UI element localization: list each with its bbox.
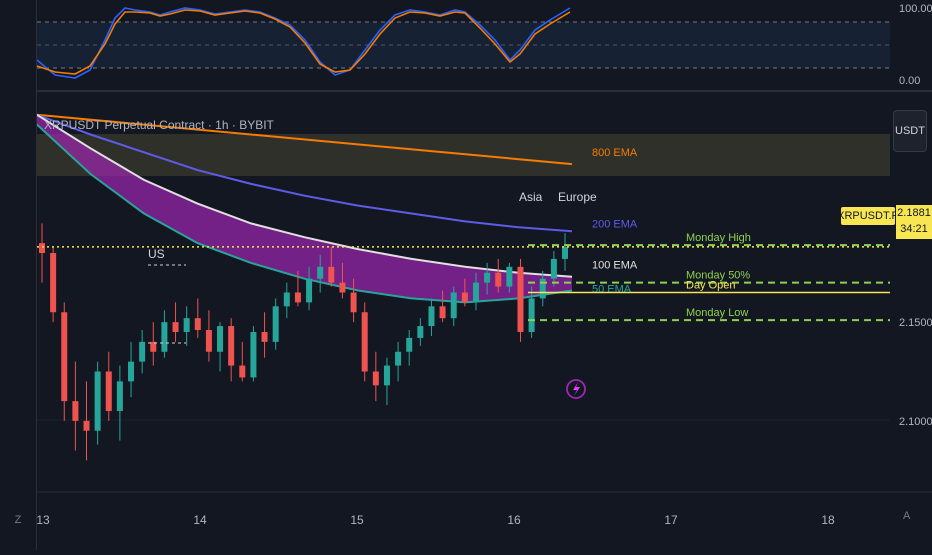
candle: [306, 266, 313, 311]
candle: [50, 247, 57, 323]
level-label: Monday 50%: [686, 270, 750, 282]
time-tick: 17: [664, 513, 678, 527]
osc-tick-100: 100.00: [899, 3, 932, 15]
zoom-button[interactable]: Z: [14, 514, 22, 526]
candle: [562, 233, 568, 271]
session-label: US: [148, 247, 165, 261]
ema-200-line: [36, 113, 573, 233]
session-label: Asia: [519, 190, 543, 204]
candle: [439, 290, 446, 323]
candle: [317, 254, 324, 293]
candle: [94, 361, 101, 445]
candle: [550, 251, 557, 287]
level-label: Day Open: [686, 280, 736, 292]
ema-lines: 800 EMA 200 EMA 100 EMA 50 EMA: [36, 113, 638, 304]
candle: [272, 298, 279, 350]
time-tick: 13: [36, 513, 50, 527]
price-tick: 2.1000: [899, 416, 932, 428]
ema-label: 800 EMA: [592, 147, 638, 159]
candle-series: [39, 223, 568, 461]
time-tick: 18: [821, 513, 835, 527]
candle: [105, 351, 112, 421]
level-label: Monday Low: [686, 307, 748, 319]
candle: [39, 223, 45, 283]
candle: [250, 326, 257, 382]
candle: [61, 302, 68, 421]
candle: [116, 365, 123, 441]
osc-tick-0: 0.00: [899, 75, 920, 87]
candle: [495, 258, 502, 293]
time-tick: 15: [350, 513, 364, 527]
last-price-label: 2.1881 34:21: [896, 205, 932, 239]
candle: [506, 262, 513, 293]
candle: [517, 258, 524, 342]
candle: [239, 341, 246, 382]
candle: [528, 286, 535, 338]
bar-countdown: 34:21: [900, 223, 928, 235]
ema-label: 200 EMA: [592, 218, 638, 230]
oscillator-pane: 100.00 0.00: [36, 0, 932, 87]
candle: [361, 302, 368, 382]
candle: [383, 357, 390, 406]
ema-label: 50 EMA: [592, 284, 632, 296]
candle: [472, 272, 479, 311]
candle: [72, 361, 79, 451]
session-marks: US Asia Europe: [148, 190, 597, 344]
symbol-price-tag: XRPUSDT.P: [837, 207, 899, 225]
candle: [217, 322, 224, 372]
left-toolbar: Z: [0, 0, 37, 550]
candle: [372, 351, 379, 402]
time-tick: 16: [507, 513, 521, 527]
oscillator-d-line: [36, 9, 571, 75]
candle: [183, 306, 190, 346]
candle: [83, 381, 90, 461]
ema-label: 100 EMA: [592, 260, 638, 272]
candle: [461, 278, 468, 307]
time-axis[interactable]: 13 14 15 16 17 18: [36, 513, 835, 527]
candle: [539, 270, 546, 307]
candle: [395, 341, 402, 382]
auto-scale-button[interactable]: A: [903, 510, 911, 522]
symbol-title: XRPUSDT Perpetual Contract · 1h · BYBIT: [44, 118, 274, 132]
session-levels: Monday High Monday 50%Day Open Monday Low: [37, 232, 890, 322]
candle: [205, 310, 212, 362]
candle: [328, 247, 335, 287]
candle: [283, 282, 290, 319]
candle: [261, 312, 268, 358]
candle: [450, 286, 457, 327]
oscillator-k-line: [36, 7, 571, 79]
time-tick: 14: [193, 513, 207, 527]
candle: [484, 262, 491, 295]
ema-100-line: [36, 113, 573, 278]
candle: [350, 278, 357, 323]
candle: [139, 330, 146, 374]
candle: [294, 270, 301, 307]
price-tick: 2.1500: [899, 317, 932, 329]
candle: [172, 302, 179, 342]
last-price-value: 2.1881: [897, 207, 931, 219]
ema-50-line: [36, 123, 573, 304]
candle: [194, 298, 201, 338]
level-label: Monday High: [686, 232, 751, 244]
candle: [339, 262, 346, 299]
ema-800-line: [36, 113, 573, 166]
session-label: Europe: [558, 190, 597, 204]
alert-icon[interactable]: [566, 379, 586, 399]
candle: [228, 318, 235, 382]
candle: [150, 322, 157, 366]
candle: [406, 330, 413, 366]
candle: [128, 341, 135, 398]
candle: [161, 310, 168, 358]
candle: [417, 318, 424, 346]
currency-unit-button[interactable]: USDT: [893, 110, 927, 152]
candle: [428, 298, 435, 336]
